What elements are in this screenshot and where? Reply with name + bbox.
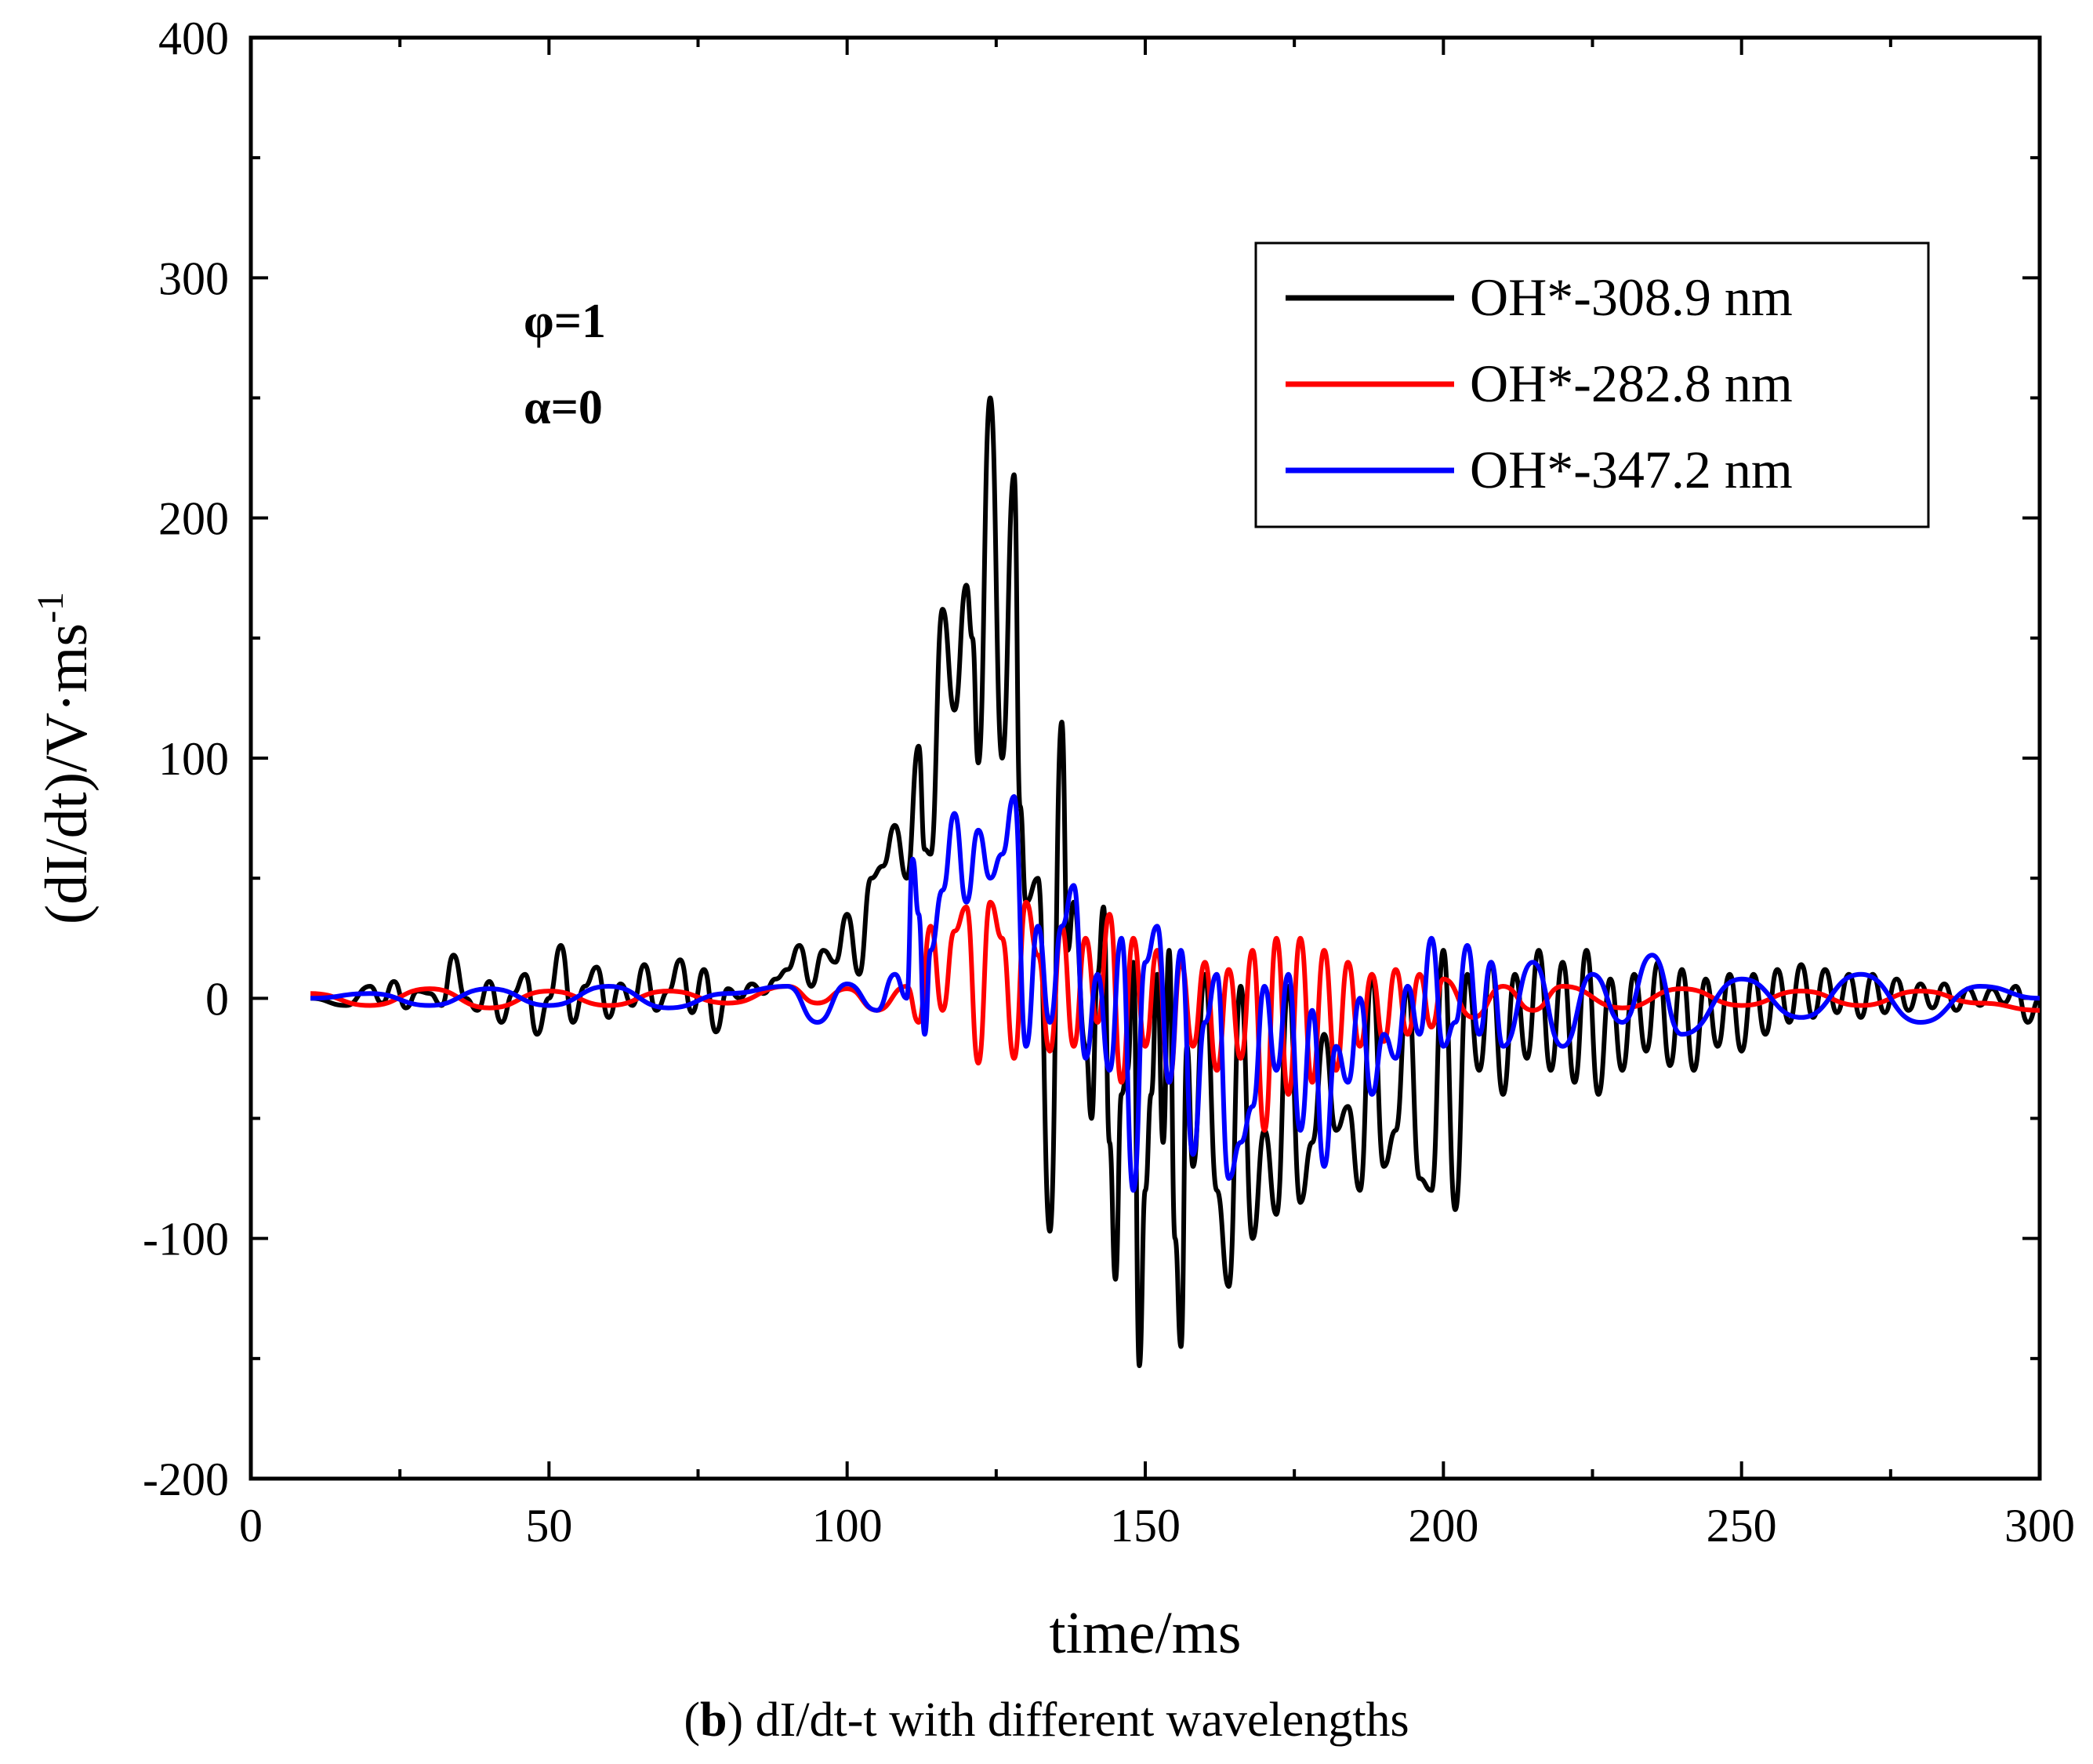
y-tick-label: 100 [158,733,229,785]
series-line-0 [310,395,2040,1368]
y-axis-title: (dI/dt)/V·ms-1 [30,592,100,924]
x-tick-label: 250 [1707,1500,1777,1552]
axis-tick-labels: 0 50 100 150 200 250 300 -200 -100 0 100 200 300 400 [143,13,2075,1552]
y-tick-label: -200 [143,1454,229,1505]
x-tick-label: 50 [525,1500,572,1552]
caption-text: ) dI/dt-t with different wavelengths [727,1693,1409,1747]
x-tick-label: 200 [1408,1500,1478,1552]
x-tick-label: 300 [2004,1500,2075,1552]
x-tick-label: 100 [812,1500,883,1552]
y-tick-label: 200 [158,493,229,545]
legend-label-black: OH*-308.9 nm [1470,267,1793,327]
y-axis-title-main: (dI/dt)/V·ms [34,623,100,924]
caption-label: b [700,1693,727,1747]
y-tick-label: -100 [143,1214,229,1265]
series-layer [310,395,2040,1368]
x-axis-title: time/ms [1050,1600,1242,1666]
y-tick-label: 400 [158,13,229,64]
y-tick-label: 0 [205,973,229,1025]
y-tick-label: 300 [158,252,229,304]
annotation-phi: φ=1 [524,295,606,348]
series-line-2 [310,794,2040,1193]
figure-caption: (b) dI/dt-t with different wavelengths [684,1693,1409,1747]
legend-label-red: OH*-282.8 nm [1470,354,1793,413]
axis-ticks [249,36,2041,1480]
annotation-alpha: α=0 [524,381,603,434]
y-axis-title-sup: -1 [30,592,71,623]
legend: OH*-308.9 nm OH*-282.8 nm OH*-347.2 nm [1254,241,1930,528]
x-tick-label: 0 [239,1500,263,1552]
legend-label-blue: OH*-347.2 nm [1470,440,1793,499]
x-tick-label: 150 [1110,1500,1181,1552]
caption-open-paren: ( [684,1693,700,1747]
